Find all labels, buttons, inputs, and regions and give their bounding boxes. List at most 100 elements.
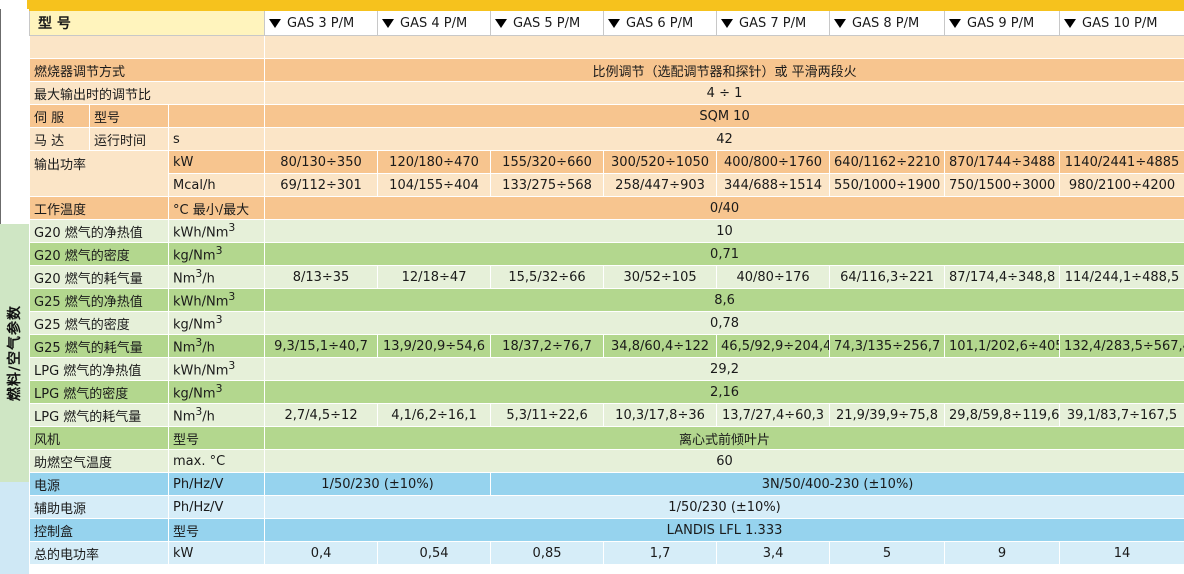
row-value: 42 [264,127,1184,151]
table-cell: 258/447÷903 [603,173,718,197]
row-value: 2,16 [264,380,1184,404]
table-cell: 10,3/17,8÷36 [603,403,718,427]
top-accent-gap [0,0,27,9]
row-label: LPG 燃气的耗气量 [29,403,169,427]
table-cell: 750/1500÷3000 [944,173,1061,197]
model-column-gas4: GAS 4 P/M [377,9,492,36]
table-cell: 9 [944,541,1061,565]
row-unit: kWh/Nm3 [167,219,266,243]
row-label: 最大输出时的调节比 [28,81,266,105]
row-value: 29,2 [264,357,1184,381]
table-cell: 30/52÷105 [603,265,718,289]
table-cell: 1140/2441÷4885 [1059,150,1184,174]
dropdown-triangle-icon [382,18,395,28]
row-g20-flow: G20 燃气的耗气量 Nm3/h 8/13÷35 12/18÷47 15,5/3… [29,265,1184,289]
row-g25-flow: G25 燃气的耗气量 Nm3/h 9,3/15,1÷40,7 13,9/20,9… [29,334,1184,358]
fuel-air-section-band [0,224,29,482]
row-regulation: 燃烧器调节方式 比例调节（选配调节器和探针）或 平滑两段火 [28,58,1184,82]
table-cell: 8/13÷35 [264,265,379,289]
row-lpg-density: LPG 燃气的密度 kg/Nm3 2,16 [29,380,1184,404]
row-turndown: 最大输出时的调节比 4 ÷ 1 [28,81,1184,105]
row-value: 0,78 [264,311,1184,335]
table-cell: 120/180÷470 [377,150,492,174]
row-g25-ncv: G25 燃气的净热值 kWh/Nm3 8,6 [29,288,1184,312]
row-label: LPG 燃气的密度 [29,380,169,404]
table-cell: 39,1/83,7÷167,5 [1059,403,1184,427]
top-accent-bar [0,0,1184,9]
row-label: 风机 [29,426,169,450]
model-column-gas3: GAS 3 P/M [264,9,379,36]
model-column-gas6: GAS 6 P/M [603,9,718,36]
table-cell: 9,3/15,1÷40,7 [264,334,379,358]
row-unit: max. °C [167,449,266,473]
row-fan: 风机 型号 离心式前倾叶片 [29,426,1184,450]
row-servo-time: 马 达 运行时间 s 42 [29,127,1184,151]
spec-table: 型 号 GAS 3 P/M GAS 4 P/M GAS 5 P/M GAS 6 … [28,9,1184,565]
row-unit: Nm3/h [167,334,266,358]
table-cell: 46,5/92,9÷204,4 [716,334,831,358]
table-cell: 0,54 [377,541,492,565]
row-unit: Nm3/h [167,403,266,427]
table-cell: 104/155÷404 [377,173,492,197]
row-power-mcal: Mcal/h 69/112÷301 104/155÷404 133/275÷56… [30,173,1184,197]
table-cell: 74,3/135÷256,7 [829,334,946,358]
left-edge-line [0,9,1,225]
table-cell: 87/174,4÷348,8 [944,265,1061,289]
table-cell: 344/688÷1514 [716,173,831,197]
row-unit: kWh/Nm3 [167,288,266,312]
row-g20-density: G20 燃气的密度 kg/Nm3 0,71 [29,242,1184,266]
row-value: LANDIS LFL 1.333 [264,518,1184,542]
row-unit: °C 最小/最大 [167,196,266,220]
table-cell: 80/130÷350 [264,150,379,174]
model-column-gas7: GAS 7 P/M [716,9,831,36]
row-unit: 型号 [167,426,266,450]
electrical-section-band [0,482,29,574]
header-label: 型 号 [28,9,266,36]
table-header-row: 型 号 GAS 3 P/M GAS 4 P/M GAS 5 P/M GAS 6 … [28,9,1184,36]
model-column-gas9: GAS 9 P/M [944,9,1061,36]
table-cell: 300/520÷1050 [603,150,718,174]
row-unit: Nm3/h [167,265,266,289]
spacer-row [28,35,1184,59]
row-label: 总的电功率 [29,541,169,565]
table-cell: 4,1/6,2÷16,1 [377,403,492,427]
row-value: SQM 10 [264,104,1184,128]
row-unit: kg/Nm3 [167,380,266,404]
table-cell: 5,3/11÷22,6 [490,403,605,427]
table-cell: 14 [1059,541,1184,565]
table-cell: 3,4 [716,541,831,565]
row-value: 8,6 [264,288,1184,312]
table-cell: 550/1000÷1900 [829,173,946,197]
table-cell: 15,5/32÷66 [490,265,605,289]
row-unit: Ph/Hz/V [167,472,266,496]
row-unit: s [167,127,266,151]
table-cell: 13,7/27,4÷60,3 [716,403,831,427]
row-label: G25 燃气的密度 [29,311,169,335]
row-value: 4 ÷ 1 [264,81,1184,105]
row-unit: Ph/Hz/V [167,495,266,519]
row-elec-power: 总的电功率 kW 0,4 0,54 0,85 1,7 3,4 5 9 14 [29,541,1184,565]
model-column-gas10: GAS 10 P/M [1059,9,1184,36]
row-unit: kWh/Nm3 [167,357,266,381]
row-label: G20 燃气的密度 [29,242,169,266]
dropdown-triangle-icon [269,18,282,28]
row-unit: Mcal/h [167,173,266,197]
table-cell: 133/275÷568 [490,173,605,197]
row-label: 辅助电源 [29,495,169,519]
table-cell: 2,7/4,5÷12 [264,403,379,427]
table-cell: 0,4 [264,541,379,565]
side-label-text: 燃料/空气参数 [7,304,24,402]
row-label: G25 燃气的耗气量 [29,334,169,358]
row-label: 燃烧器调节方式 [28,58,266,82]
table-cell: 13,9/20,9÷54,6 [377,334,492,358]
row-work-temp: 工作温度 °C 最小/最大 0/40 [29,196,1184,220]
row-unit: kg/Nm3 [167,242,266,266]
table-cell: 29,8/59,8÷119,6 [944,403,1061,427]
row-label: 控制盒 [29,518,169,542]
table-cell: 21,9/39,9÷75,8 [829,403,946,427]
row-label: G20 燃气的净热值 [29,219,169,243]
row-power-kw: 输出功率 kW 80/130÷350 120/180÷470 155/320÷6… [29,150,1184,197]
row-unit: kg/Nm3 [167,311,266,335]
row-label: G20 燃气的耗气量 [29,265,169,289]
row-unit: 型号 [167,518,266,542]
